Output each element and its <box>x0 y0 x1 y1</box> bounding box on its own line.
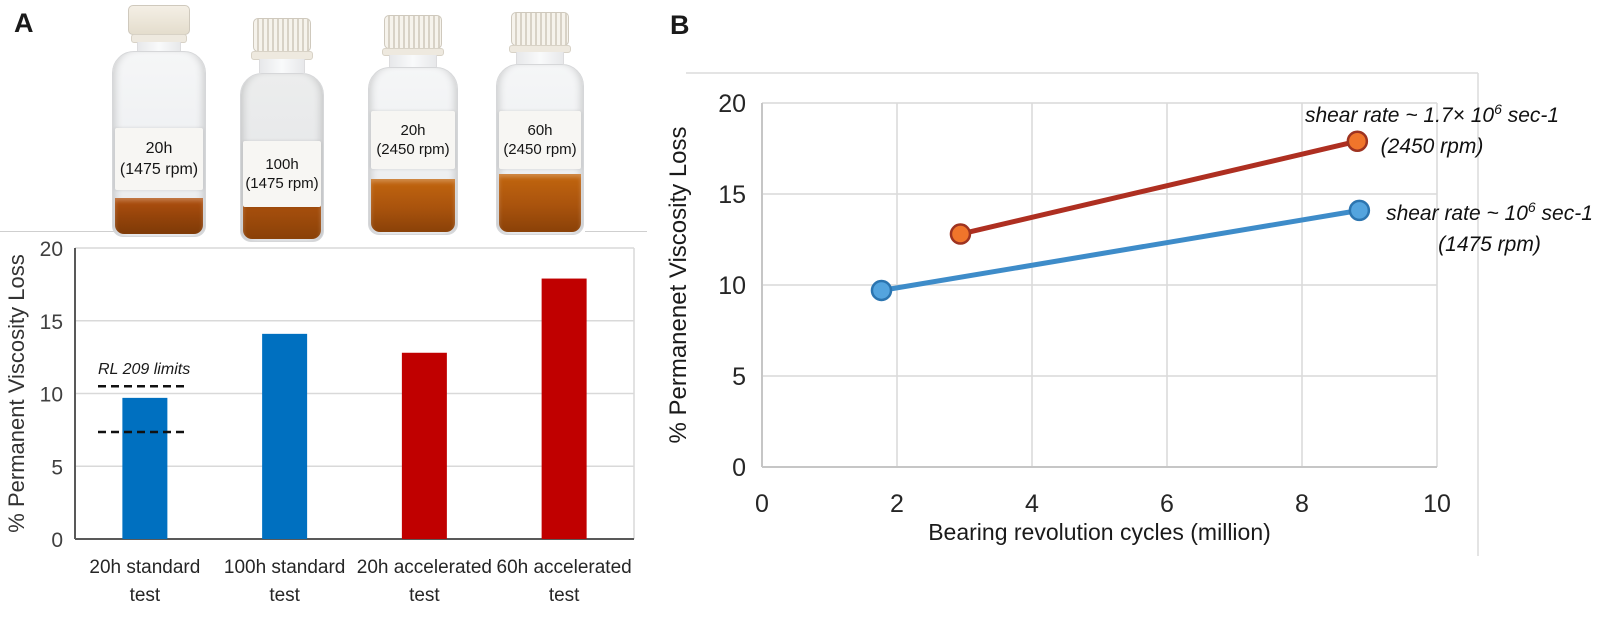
panel-a-label: A <box>14 8 34 38</box>
bottle-20h-1475rpm: 20h (1475 rpm) <box>112 5 206 237</box>
y-axis-title: % Permanenet Viscosity Loss <box>665 126 692 443</box>
bottle-body: 60h (2450 rpm) <box>496 64 584 235</box>
bottle-neck <box>389 55 437 67</box>
bottle-label-line1: 60h <box>527 122 553 139</box>
x-tick-label: 0 <box>755 490 769 518</box>
series-1-marker-0 <box>949 223 972 245</box>
y-tick-label: 20 <box>718 90 746 118</box>
bottle-body: 100h (1475 rpm) <box>240 73 324 242</box>
bottle-label: 60h (2450 rpm) <box>499 111 581 169</box>
x-category-label: test <box>409 585 440 606</box>
bottle-label-line2: (2450 rpm) <box>503 141 577 158</box>
annotation-line2: (1475 rpm) <box>1438 233 1541 256</box>
annotation-line1: shear rate ~ 1.7× 106 sec-1 <box>1304 101 1560 127</box>
x-tick-label: 10 <box>1423 490 1451 518</box>
bottle-60h-2450rpm: 60h (2450 rpm) <box>496 12 584 235</box>
bottle-liquid <box>499 174 581 232</box>
y-tick-label: 15 <box>718 181 746 209</box>
y-tick-label: 15 <box>40 311 63 334</box>
x-category-label: 100h standard <box>224 557 346 578</box>
y-tick-label: 10 <box>718 272 746 300</box>
y-tick-label: 20 <box>40 238 63 261</box>
table-edge-line-right <box>585 231 647 232</box>
x-category-label: test <box>130 585 161 606</box>
bottle-neck <box>516 52 564 64</box>
bottle-cap <box>511 12 569 46</box>
y-axis-title: % Permanent Viscosity Loss <box>4 254 29 532</box>
annotation-shear-rate-1475rpm: shear rate ~ 106 sec-1 (1475 rpm) <box>1362 192 1617 260</box>
bottle-label: 100h (1475 rpm) <box>243 141 321 207</box>
panel-b-label: B <box>670 10 690 40</box>
bottle-20h-2450rpm: 20h (2450 rpm) <box>368 15 458 235</box>
x-category-label: 20h standard <box>89 557 200 578</box>
series-line-1 <box>957 138 1360 237</box>
bar-1 <box>262 333 308 539</box>
x-category-label: 60h accelerated <box>497 557 632 578</box>
table-edge-line-left <box>0 231 114 232</box>
y-tick-label: 5 <box>51 456 63 479</box>
x-tick-label: 2 <box>890 490 904 518</box>
x-axis-title: Bearing revolution cycles (million) <box>928 519 1271 545</box>
bottle-body: 20h (2450 rpm) <box>368 67 458 235</box>
bottle-liquid <box>371 179 455 232</box>
x-category-label: test <box>549 585 580 606</box>
bottle-100h-1475rpm: 100h (1475 rpm) <box>240 18 324 242</box>
bar-3 <box>541 278 587 539</box>
bar-2 <box>401 352 447 539</box>
series-0-marker-0 <box>870 279 893 302</box>
series-0-marker-1 <box>1348 199 1371 222</box>
bottle-label-line1: 20h <box>145 140 173 157</box>
y-tick-label: 5 <box>732 363 746 391</box>
bottle-label-line2: (1475 rpm) <box>245 175 319 192</box>
bottle-label-line1: 20h <box>400 122 426 139</box>
bottle-cap <box>128 5 190 35</box>
bottle-cap <box>253 18 311 52</box>
y-tick-label: 0 <box>51 529 63 552</box>
series-1-marker-1 <box>1346 130 1369 152</box>
bar-0 <box>122 397 168 539</box>
y-tick-label: 0 <box>732 454 746 482</box>
series-line-0 <box>878 207 1362 293</box>
x-tick-label: 6 <box>1160 490 1174 518</box>
limit-annotation-label: RL 209 limits <box>98 361 190 378</box>
bottle-body: 20h (1475 rpm) <box>112 51 206 237</box>
x-tick-label: 4 <box>1025 490 1039 518</box>
bottle-neck <box>259 59 305 73</box>
bottle-label: 20h (1475 rpm) <box>115 128 203 190</box>
x-category-label: 20h accelerated <box>357 557 492 578</box>
bottle-liquid <box>115 198 203 234</box>
bar-chart: 20h standard test 100h standard test 20h acc… <box>4 238 635 606</box>
bottle-cap <box>384 15 442 49</box>
line-chart: 0 2 4 6 8 10 0 5 10 15 20 Bearing revolution cycles… <box>665 72 1479 556</box>
x-tick-label: 8 <box>1295 490 1309 518</box>
annotation-shear-rate-2450rpm: shear rate ~ 1.7× 106 sec-1 (2450 rpm) <box>1287 94 1577 162</box>
annotation-line1: shear rate ~ 106 sec-1 <box>1386 199 1593 225</box>
x-category-label: test <box>269 585 300 606</box>
annotation-line2: (2450 rpm) <box>1380 135 1484 158</box>
bottle-label-line1: 100h <box>265 156 299 173</box>
bottle-label-line2: (1475 rpm) <box>119 161 199 178</box>
bottle-label: 20h (2450 rpm) <box>371 111 455 169</box>
y-tick-label: 10 <box>40 384 63 407</box>
bottle-label-line2: (2450 rpm) <box>376 141 450 158</box>
